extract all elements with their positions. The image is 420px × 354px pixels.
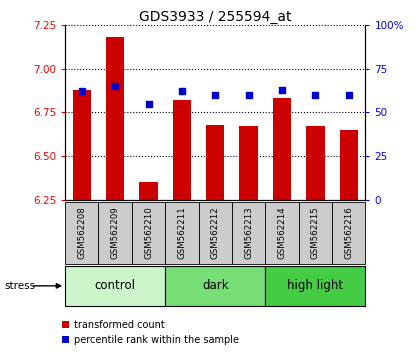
Bar bbox=[299, 202, 332, 264]
Text: GSM562209: GSM562209 bbox=[110, 206, 120, 259]
Bar bbox=[339, 130, 358, 200]
Text: GSM562214: GSM562214 bbox=[278, 206, 286, 259]
Text: control: control bbox=[94, 279, 136, 292]
Text: GSM562210: GSM562210 bbox=[144, 206, 153, 259]
Bar bbox=[73, 90, 91, 200]
Bar bbox=[199, 202, 232, 264]
Text: GSM562213: GSM562213 bbox=[244, 206, 253, 259]
Point bbox=[345, 92, 352, 98]
Bar bbox=[265, 266, 365, 306]
Bar bbox=[65, 202, 98, 264]
Bar bbox=[132, 202, 165, 264]
Title: GDS3933 / 255594_at: GDS3933 / 255594_at bbox=[139, 10, 291, 24]
Point bbox=[312, 92, 319, 98]
Text: dark: dark bbox=[202, 279, 228, 292]
Bar bbox=[239, 126, 258, 200]
Bar bbox=[206, 125, 224, 200]
Text: high light: high light bbox=[287, 279, 344, 292]
Text: GSM562216: GSM562216 bbox=[344, 206, 353, 259]
Bar bbox=[173, 100, 191, 200]
Text: GSM562208: GSM562208 bbox=[77, 206, 86, 259]
Text: stress: stress bbox=[4, 281, 35, 291]
Bar bbox=[106, 37, 124, 200]
Bar bbox=[273, 98, 291, 200]
Point bbox=[245, 92, 252, 98]
Text: GSM562215: GSM562215 bbox=[311, 206, 320, 259]
Bar bbox=[306, 126, 325, 200]
Legend: transformed count, percentile rank within the sample: transformed count, percentile rank withi… bbox=[62, 320, 239, 345]
Point bbox=[79, 88, 85, 94]
Bar bbox=[232, 202, 265, 264]
Bar bbox=[65, 266, 165, 306]
Bar bbox=[98, 202, 132, 264]
Bar bbox=[139, 183, 158, 200]
Point bbox=[145, 101, 152, 107]
Bar bbox=[332, 202, 365, 264]
Bar bbox=[165, 202, 199, 264]
Text: GSM562211: GSM562211 bbox=[177, 206, 186, 259]
Point bbox=[278, 87, 285, 92]
Bar bbox=[265, 202, 299, 264]
Bar bbox=[165, 266, 265, 306]
Text: GSM562212: GSM562212 bbox=[211, 206, 220, 259]
Point bbox=[112, 83, 118, 89]
Point bbox=[178, 88, 185, 94]
Point bbox=[212, 92, 218, 98]
